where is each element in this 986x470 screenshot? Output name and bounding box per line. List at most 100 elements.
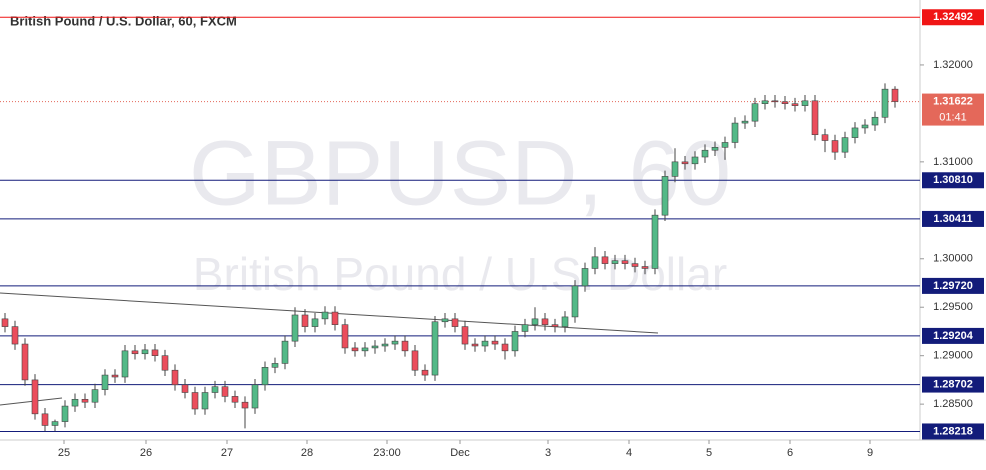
level-label: 1.28218 bbox=[933, 425, 973, 437]
candle-body bbox=[761, 100, 769, 105]
candle-body bbox=[681, 161, 689, 165]
candle-body bbox=[751, 103, 759, 122]
candle-body bbox=[371, 345, 379, 349]
candle-body bbox=[421, 369, 429, 376]
level-label-box bbox=[922, 327, 984, 344]
candle-body bbox=[851, 127, 859, 138]
candle-body bbox=[61, 405, 69, 422]
candle-body bbox=[141, 349, 149, 355]
candle-body bbox=[521, 324, 529, 332]
candle-body bbox=[391, 340, 399, 345]
watermark-symbol: GBPUSD, 60 bbox=[189, 122, 731, 224]
candle-body bbox=[21, 343, 29, 381]
y-tick-label: 1.32000 bbox=[933, 59, 973, 71]
x-tick-label: 23:00 bbox=[373, 447, 401, 459]
candle-body bbox=[541, 318, 549, 325]
candle-body bbox=[111, 374, 119, 378]
candle-body bbox=[311, 318, 319, 327]
candle-body bbox=[471, 343, 479, 347]
level-label-box bbox=[922, 210, 984, 227]
candle-body bbox=[501, 343, 509, 352]
candle-body bbox=[351, 347, 359, 352]
x-tick-label: Dec bbox=[450, 447, 470, 459]
candle-body bbox=[591, 256, 599, 269]
x-tick-label: 4 bbox=[626, 447, 632, 459]
candle-body bbox=[381, 343, 389, 347]
x-tick-label: 27 bbox=[221, 447, 233, 459]
candle-body bbox=[531, 318, 539, 325]
candle-body bbox=[331, 311, 339, 325]
candle-body bbox=[251, 384, 259, 409]
candle-body bbox=[171, 369, 179, 386]
candle-body bbox=[661, 176, 669, 216]
candle-body bbox=[731, 122, 739, 143]
level-label: 1.29720 bbox=[933, 280, 973, 292]
candle-body bbox=[121, 350, 129, 378]
candle-body bbox=[821, 134, 829, 141]
countdown-label: 01:41 bbox=[939, 111, 967, 123]
candle-body bbox=[71, 398, 79, 407]
candle-body bbox=[271, 363, 279, 368]
candle-body bbox=[241, 401, 249, 409]
candle-body bbox=[481, 340, 489, 347]
level-label-box bbox=[922, 423, 984, 440]
y-tick-label: 1.31000 bbox=[933, 156, 973, 168]
candle-body bbox=[701, 149, 709, 158]
candle-body bbox=[651, 214, 659, 269]
x-tick-label: 25 bbox=[58, 447, 70, 459]
x-tick-label: 26 bbox=[140, 447, 152, 459]
candle-body bbox=[511, 331, 519, 352]
candle-body bbox=[881, 88, 889, 118]
candle-body bbox=[721, 142, 729, 148]
candle-body bbox=[201, 392, 209, 410]
level-label: 1.29204 bbox=[933, 330, 974, 342]
candle-body bbox=[631, 263, 639, 267]
candle-body bbox=[131, 350, 139, 355]
x-tick-label: 5 bbox=[706, 447, 712, 459]
last-price-box bbox=[922, 93, 984, 126]
candle-body bbox=[791, 103, 799, 106]
candle-body bbox=[601, 256, 609, 264]
candle-body bbox=[781, 101, 789, 105]
candle-body bbox=[431, 321, 439, 376]
candle-body bbox=[841, 137, 849, 153]
candle-body bbox=[1, 318, 9, 327]
candle-body bbox=[231, 396, 239, 403]
candle-body bbox=[221, 386, 229, 397]
candle-body bbox=[561, 316, 569, 327]
x-tick-label: 3 bbox=[545, 447, 551, 459]
candle-body bbox=[361, 347, 369, 352]
candle-body bbox=[831, 140, 839, 153]
level-label: 1.30810 bbox=[933, 174, 973, 186]
candle-body bbox=[31, 379, 39, 415]
last-price-label: 1.31622 bbox=[933, 95, 973, 107]
candle-body bbox=[301, 314, 309, 327]
candle-body bbox=[461, 326, 469, 345]
candle-body bbox=[671, 161, 679, 177]
candle-body bbox=[291, 314, 299, 342]
candle-body bbox=[551, 324, 559, 327]
y-tick-label: 1.30000 bbox=[933, 253, 973, 265]
candle-body bbox=[341, 324, 349, 349]
x-tick-label: 28 bbox=[301, 447, 313, 459]
candle-body bbox=[801, 100, 809, 106]
trend-line bbox=[0, 292, 659, 334]
candle-body bbox=[401, 340, 409, 352]
candle-body bbox=[691, 156, 699, 165]
candle-body bbox=[151, 349, 159, 356]
x-tick-label: 6 bbox=[787, 447, 793, 459]
candle-body bbox=[711, 147, 719, 151]
level-label-box bbox=[922, 9, 984, 26]
chart-title: British Pound / U.S. Dollar, 60, FXCM bbox=[10, 13, 237, 28]
candle-body bbox=[861, 124, 869, 129]
candle-body bbox=[161, 355, 169, 371]
x-tick-label: 9 bbox=[867, 447, 873, 459]
y-tick-label: 1.29000 bbox=[933, 350, 973, 362]
watermark-name: British Pound / U.S. Dollar bbox=[193, 248, 727, 300]
candle-body bbox=[451, 318, 459, 327]
y-tick-label: 1.28500 bbox=[933, 398, 973, 410]
candle-body bbox=[741, 120, 749, 124]
